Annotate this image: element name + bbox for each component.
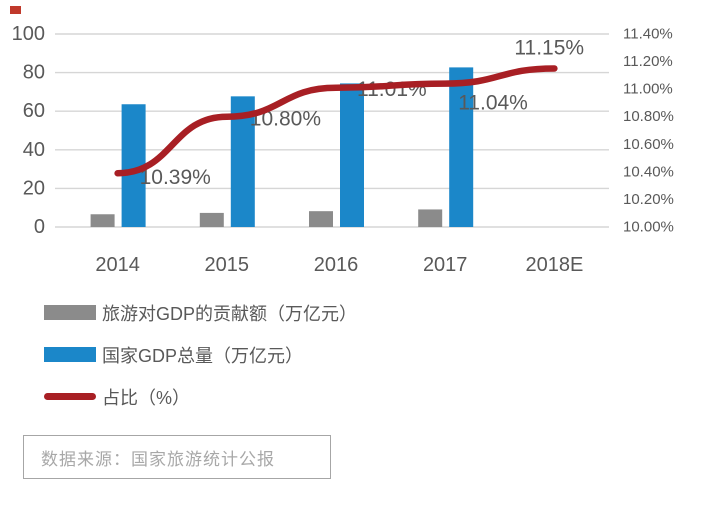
data-source-text: 数据来源：国家旅游统计公报 [41,449,275,469]
bar-tourism-2016 [309,211,333,227]
ratio-point-label-2015: 10.80% [250,108,321,131]
watermark-red-square [10,6,21,14]
x-tick-label-2015: 2015 [205,254,250,276]
left-axis-tick-label: 100 [12,23,45,45]
data-source-box: 数据来源：国家旅游统计公报 [23,435,331,479]
legend-swatch-gdp-bar [44,347,96,362]
left-axis-tick-label: 40 [23,139,45,161]
bar-gdp-2016 [340,83,364,228]
bar-tourism-2017 [418,209,443,227]
right-axis-tick-label: 10.80% [623,108,674,125]
legend-swatch-ratio-line [44,393,96,400]
right-axis-tick-label: 11.00% [623,81,673,98]
left-axis-tick-label: 20 [23,177,45,199]
right-axis-tick-label: 10.60% [623,136,674,153]
ratio-point-label-2014: 10.39% [140,166,211,189]
left-axis-tick-label: 60 [23,100,45,122]
legend-label-tourism: 旅游对GDP的贡献额（万亿元） [102,303,358,324]
ratio-point-label-2018E: 11.15% [514,36,584,59]
right-axis-tick-label: 11.20% [623,53,673,70]
left-axis-tick-label: 80 [23,62,45,84]
bar-tourism-2015 [199,212,224,227]
combo-chart-svg: 100 80 60 40 20 0 11.40% 11.20% 11.00% 10.80% 10.6… [12,23,674,276]
legend-label-ratio: 占比（%） [102,387,191,408]
bar-tourism-2014 [90,214,115,227]
ratio-line [114,65,558,177]
ratio-point-label-2017: 11.04% [458,92,528,115]
right-axis-tick-label: 10.00% [623,219,674,236]
legend-label-gdp: 国家GDP总量（万亿元） [102,345,304,366]
bar-gdp-2017 [449,67,474,227]
legend-item-ratio: 占比（%） [44,383,357,410]
left-axis-tick-label: 0 [34,216,45,238]
x-tick-label-2014: 2014 [95,254,140,276]
legend-item-tourism: 旅游对GDP的贡献额（万亿元） [44,299,357,326]
x-tick-label-2016: 2016 [314,254,359,276]
chart-legend: 旅游对GDP的贡献额（万亿元） 国家GDP总量（万亿元） 占比（%） [44,299,357,410]
x-tick-label-2017: 2017 [423,254,468,276]
right-axis-tick-label: 10.40% [623,163,674,180]
x-tick-label-2018E: 2018E [525,254,583,276]
right-axis-tick-label: 10.20% [623,191,674,208]
right-axis-tick-label: 11.40% [623,26,673,43]
legend-item-gdp: 国家GDP总量（万亿元） [44,341,357,368]
legend-swatch-tourism-bar [44,305,96,320]
